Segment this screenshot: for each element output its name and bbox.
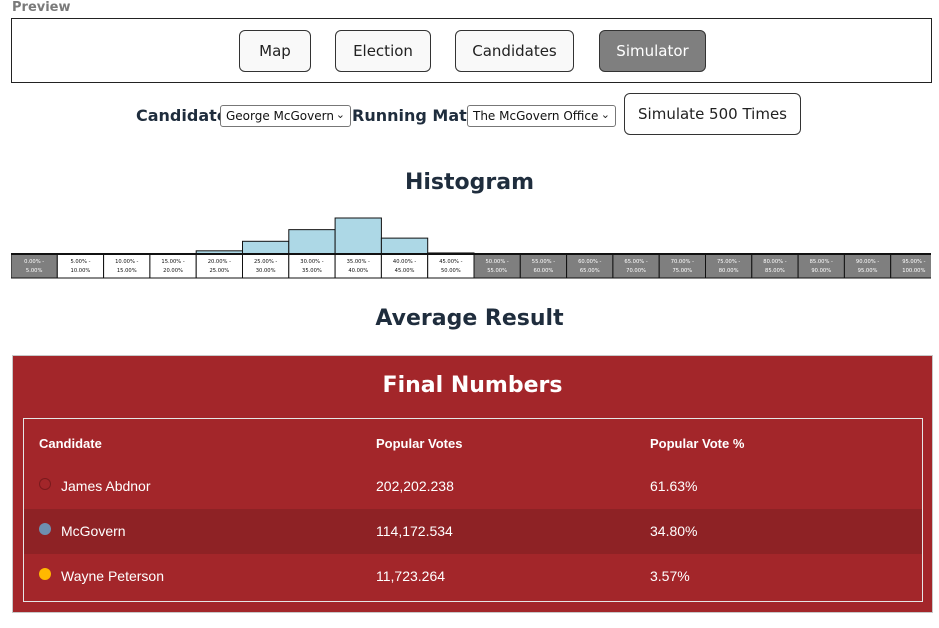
candidate-color-dot xyxy=(39,523,51,535)
final-numbers-panel: Final Numbers Candidate Popular Votes Po… xyxy=(12,355,933,613)
histogram-bin-label: 55.00% -60.00% xyxy=(532,259,555,274)
histogram-bar xyxy=(288,229,336,255)
histogram-bin xyxy=(658,253,707,279)
table-row: Wayne Peterson 11,723.264 3.57% xyxy=(24,554,922,599)
histogram-bin xyxy=(195,253,243,279)
histogram-bin-label: 5.00% -10.00% xyxy=(70,259,90,274)
popular-vote-pct: 34.80% xyxy=(650,523,698,539)
histogram-bin-label: 90.00% -95.00% xyxy=(856,259,879,274)
popular-votes: 11,723.264 xyxy=(376,568,446,584)
histogram-bin xyxy=(705,253,753,279)
header-popular-vote-pct: Popular Vote % xyxy=(650,436,745,451)
candidate-label: Candidate: xyxy=(136,106,235,125)
histogram-bar xyxy=(242,240,290,255)
candidate-name: James Abdnor xyxy=(61,478,151,494)
simulate-button[interactable]: Simulate 500 Times xyxy=(624,93,801,135)
histogram-bin-label: 65.00% -70.00% xyxy=(624,259,647,274)
histogram-bin xyxy=(473,253,521,279)
candidate-color-dot xyxy=(39,568,51,580)
candidate-name: Wayne Peterson xyxy=(61,568,164,584)
candidates-button[interactable]: Candidates xyxy=(455,30,574,72)
histogram-bin-label: 45.00% -50.00% xyxy=(439,259,462,274)
histogram-bin xyxy=(612,253,660,279)
histogram-bin xyxy=(11,253,58,279)
histogram-bin-label: 40.00% -45.00% xyxy=(393,259,416,274)
chevron-down-icon: ⌄ xyxy=(600,108,610,121)
candidate-name: McGovern xyxy=(61,523,126,539)
histogram-bin xyxy=(56,253,105,279)
table-row: James Abdnor 202,202.238 61.63% xyxy=(24,464,922,509)
simulation-controls: Candidate: George McGovern ⌄ Running Mat… xyxy=(0,93,939,135)
histogram-bin-label: 35.00% -40.00% xyxy=(347,259,370,274)
histogram-bin-label: 50.00% -55.00% xyxy=(485,259,508,274)
popular-votes: 114,172.534 xyxy=(376,523,453,539)
final-numbers-title: Final Numbers xyxy=(382,373,563,398)
table-row: McGovern 114,172.534 34.80% xyxy=(24,509,922,554)
histogram-bin xyxy=(242,253,290,279)
nav-bar: Map Election Candidates Simulator xyxy=(11,18,932,83)
histogram-bin-label: 85.00% -90.00% xyxy=(810,259,833,274)
histogram-bin-label: 70.00% -75.00% xyxy=(671,259,694,274)
header-popular-votes: Popular Votes xyxy=(376,436,463,451)
histogram-bin xyxy=(288,253,336,279)
histogram-bin xyxy=(427,253,475,279)
histogram-bar xyxy=(380,237,429,255)
popular-votes: 202,202.238 xyxy=(376,478,454,494)
candidate-select[interactable]: George McGovern ⌄ xyxy=(220,105,351,127)
header-candidate: Candidate xyxy=(39,436,102,451)
running-mate-select-value: The McGovern Office xyxy=(473,109,599,123)
results-table: Candidate Popular Votes Popular Vote % J… xyxy=(23,418,923,602)
histogram-bin-label: 75.00% -80.00% xyxy=(717,259,740,274)
histogram-bin-label: 15.00% -20.00% xyxy=(161,259,184,274)
simulator-button[interactable]: Simulator xyxy=(599,30,706,72)
candidate-select-value: George McGovern xyxy=(226,109,334,123)
histogram-bin xyxy=(843,253,892,279)
histogram-bin-label: 20.00% -25.00% xyxy=(208,259,231,274)
histogram-bin xyxy=(380,253,429,279)
histogram-bin-label: 25.00% -30.00% xyxy=(254,259,277,274)
histogram-bar xyxy=(334,217,382,255)
histogram-bin-label: 80.00% -85.00% xyxy=(763,259,786,274)
candidate-color-dot xyxy=(39,478,51,490)
election-button[interactable]: Election xyxy=(335,30,431,72)
histogram-bin-label: 10.00% -15.00% xyxy=(115,259,138,274)
histogram-bin-label: 60.00% -65.00% xyxy=(578,259,601,274)
popular-vote-pct: 3.57% xyxy=(650,568,690,584)
histogram-bin xyxy=(149,253,197,279)
running-mate-label: Running Mate: xyxy=(352,106,485,125)
histogram-bin xyxy=(751,253,799,279)
preview-label: Preview xyxy=(12,0,71,15)
histogram-bin xyxy=(890,253,931,279)
histogram-bin-label: 95.00% -100.00% xyxy=(902,259,925,274)
histogram-bin xyxy=(334,253,382,279)
map-button[interactable]: Map xyxy=(239,30,311,72)
histogram-bin xyxy=(519,253,568,279)
histogram-title: Histogram xyxy=(404,170,535,195)
histogram-bin xyxy=(566,253,614,279)
average-result-title: Average Result xyxy=(375,306,564,331)
histogram-bin-label: 30.00% -35.00% xyxy=(300,259,323,274)
running-mate-select[interactable]: The McGovern Office ⌄ xyxy=(467,105,616,127)
popular-vote-pct: 61.63% xyxy=(650,478,698,494)
chevron-down-icon: ⌄ xyxy=(335,108,345,121)
histogram-bin xyxy=(103,253,151,279)
histogram-bin-label: 0.00% -5.00% xyxy=(24,259,44,274)
histogram-chart: 0.00% -5.00% 5.00% -10.00% 10.00% -15.00% 1… xyxy=(11,217,931,279)
histogram-bin xyxy=(797,253,845,279)
